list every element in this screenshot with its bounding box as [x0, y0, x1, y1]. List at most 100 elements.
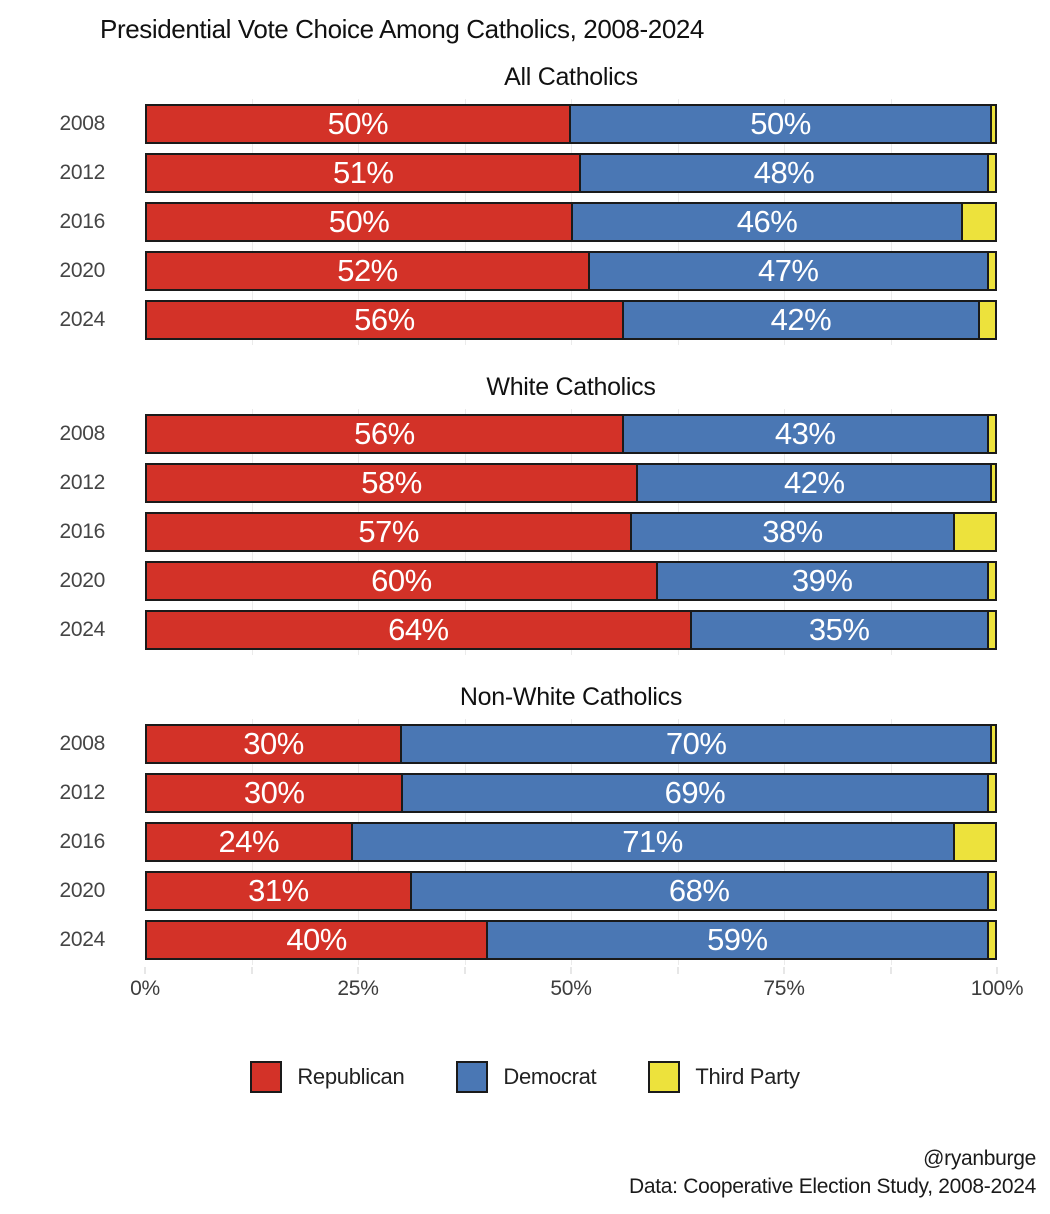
legend-item-democrat: Democrat [456, 1061, 597, 1093]
bar-row: 2016 57% 38% [0, 512, 1050, 552]
republican-segment: 30% [147, 775, 402, 811]
year-label: 2024 [59, 928, 105, 951]
axis-tick-label: 100% [970, 977, 1024, 1000]
year-label: 2020 [59, 879, 105, 902]
third-party-segment [978, 302, 995, 338]
legend: Republican Democrat Third Party [0, 1061, 1050, 1093]
bar-track: 40% 59% [145, 920, 997, 960]
democrat-segment: 42% [636, 465, 991, 501]
democrat-segment: 71% [350, 824, 953, 860]
segment-value-label: 38% [762, 514, 823, 549]
bar-track: 60% 39% [145, 561, 997, 601]
x-axis: 0% 25% 50% 75% 100% [130, 967, 1024, 1005]
segment-value-label: 60% [371, 563, 432, 598]
axis-tick-mark [357, 967, 359, 974]
segment-value-label: 56% [354, 302, 415, 337]
bar-track: 30% 70% [145, 724, 997, 764]
chart-panel: All Catholics 2008 50% 50% 2012 51% 48% 2016 50%… [0, 63, 1050, 345]
democrat-segment: 38% [630, 514, 953, 550]
bar-row: 2012 30% 69% [0, 773, 1050, 813]
bar-row: 2012 51% 48% [0, 153, 1050, 193]
year-label: 2016 [59, 210, 105, 233]
legend-item-republican: Republican [250, 1061, 405, 1093]
third-party-segment [952, 514, 995, 550]
panel-title: All Catholics [504, 63, 638, 91]
bar-row: 2008 56% 43% [0, 414, 1050, 454]
third-party-segment [990, 465, 995, 501]
republican-segment: 56% [147, 416, 622, 452]
bar-row: 2024 56% 42% [0, 300, 1050, 340]
panels-container: All Catholics 2008 50% 50% 2012 51% 48% 2016 50%… [0, 63, 1050, 965]
bar-track: 30% 69% [145, 773, 997, 813]
axis-tick-mark [251, 967, 252, 974]
year-label: 2012 [59, 471, 105, 494]
bar-row: 2008 50% 50% [0, 104, 1050, 144]
bar-row: 2024 40% 59% [0, 920, 1050, 960]
segment-value-label: 31% [248, 873, 309, 908]
segment-value-label: 52% [337, 253, 398, 288]
axis-tick-mark [464, 967, 465, 974]
bar-track: 57% 38% [145, 512, 997, 552]
attribution: @ryanburge Data: Cooperative Election St… [629, 1145, 1036, 1200]
segment-value-label: 39% [791, 563, 853, 598]
chart-panel: White Catholics 2008 56% 43% 2012 58% 42% 2016 5… [0, 373, 1050, 655]
third-party-segment [986, 563, 995, 599]
third-party-segment [986, 416, 995, 452]
author-handle: @ryanburge [923, 1147, 1036, 1171]
bar-row: 2024 64% 35% [0, 610, 1050, 650]
bar-row: 2020 52% 47% [0, 251, 1050, 291]
segment-value-label: 59% [707, 922, 768, 957]
segment-value-label: 68% [668, 873, 730, 908]
democrat-segment: 68% [409, 873, 987, 909]
segment-value-label: 50% [327, 106, 389, 141]
bar-row: 2020 60% 39% [0, 561, 1050, 601]
republican-segment: 50% [147, 204, 571, 240]
panel-bars: 2008 50% 50% 2012 51% 48% 2016 50% 46% 2020 52% 47%… [0, 99, 1050, 345]
axis-tick-mark [570, 967, 572, 974]
chart-panel: Non-White Catholics 2008 30% 70% 2012 30% 69% 2… [0, 683, 1050, 965]
year-label: 2020 [59, 569, 105, 592]
third-party-segment [986, 775, 995, 811]
democrat-segment: 69% [401, 775, 987, 811]
segment-value-label: 50% [328, 204, 390, 239]
third-party-segment [986, 922, 995, 958]
segment-value-label: 56% [354, 416, 415, 451]
republican-segment: 40% [147, 922, 487, 958]
democrat-segment: 50% [568, 106, 991, 142]
democrat-segment: 35% [689, 612, 987, 648]
bar-track: 52% 47% [145, 251, 997, 291]
bar-track: 50% 46% [145, 202, 997, 242]
democrat-segment: 46% [571, 204, 962, 240]
data-source: Data: Cooperative Election Study, 2008-2… [629, 1174, 1036, 1198]
bar-row: 2016 24% 71% [0, 822, 1050, 862]
panel-bars: 2008 30% 70% 2012 30% 69% 2016 24% 71% 2020 31% 68%… [0, 719, 1050, 965]
bar-track: 50% 50% [145, 104, 997, 144]
republican-segment: 64% [147, 612, 690, 648]
segment-value-label: 58% [361, 465, 422, 500]
axis-tick-mark [996, 967, 998, 974]
republican-segment: 56% [147, 302, 622, 338]
legend-item-third-party: Third Party [648, 1061, 800, 1093]
chart-page: { "title": "Presidential Vote Choice Amo… [0, 14, 1050, 1214]
year-label: 2016 [59, 520, 105, 543]
bar-row: 2020 31% 68% [0, 871, 1050, 911]
axis-tick-mark [783, 967, 785, 974]
bar-row: 2008 30% 70% [0, 724, 1050, 764]
segment-value-label: 70% [665, 726, 727, 761]
axis-tick-label: 25% [337, 977, 379, 1000]
bar-track: 31% 68% [145, 871, 997, 911]
third-party-segment [990, 726, 995, 762]
third-party-segment [986, 873, 995, 909]
segment-value-label: 64% [388, 612, 449, 647]
republican-segment: 50% [147, 106, 569, 142]
segment-value-label: 69% [664, 775, 726, 810]
bar-track: 56% 43% [145, 414, 997, 454]
bar-track: 24% 71% [145, 822, 997, 862]
third-party-segment [986, 155, 995, 191]
year-label: 2012 [59, 781, 105, 804]
segment-value-label: 30% [243, 726, 304, 761]
third-party-segment [961, 204, 995, 240]
republican-swatch-icon [250, 1061, 283, 1093]
axis-tick-mark [890, 967, 891, 974]
segment-value-label: 24% [218, 824, 280, 859]
